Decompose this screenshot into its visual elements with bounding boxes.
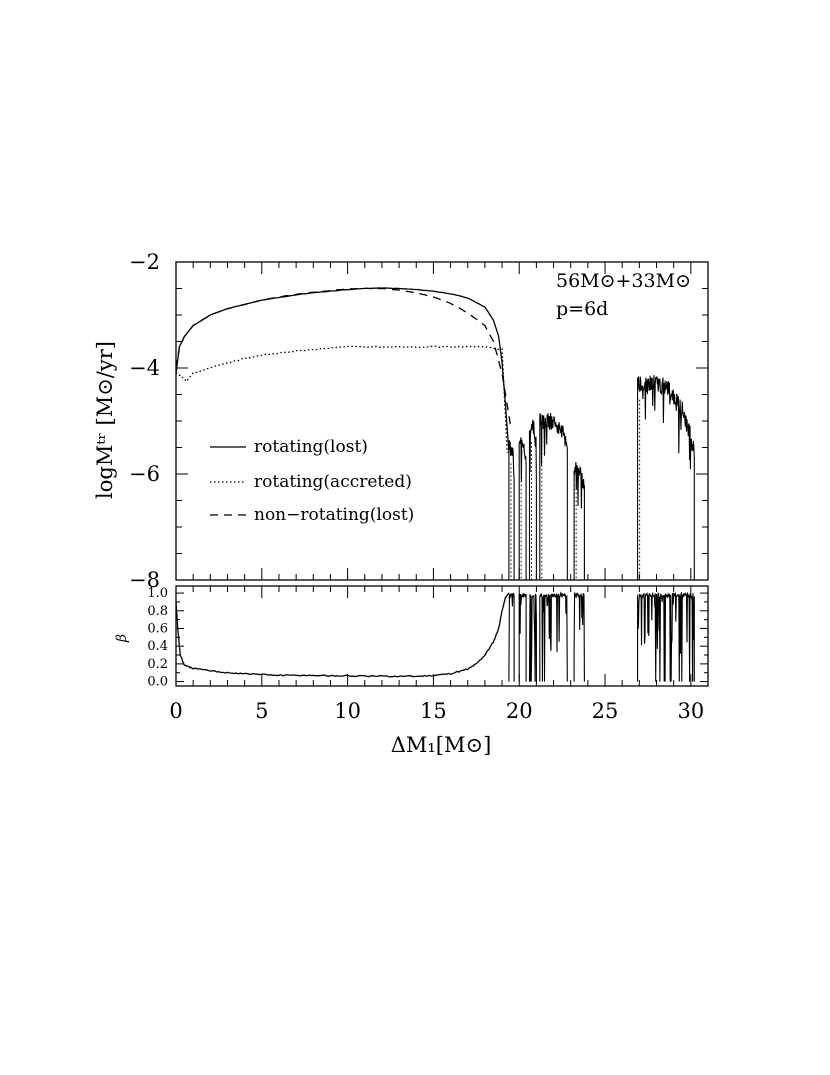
late-transfer-lost [539,412,568,580]
system-annotation: 56M⊙+33M⊙ [556,270,691,292]
bottom-y-tick-label: 0.4 [147,639,168,654]
late-beta-line [518,593,527,682]
late-beta-line [508,592,515,682]
bottom-y-tick-label: 0.6 [147,621,168,636]
top-y-tick-label: −2 [129,250,160,274]
late-transfer-lost [528,419,537,580]
x-tick-label: 15 [420,699,447,723]
late-beta-line [573,592,585,682]
x-axis-title: ΔM₁[M⊙] [391,733,492,757]
top-y-tick-label: −6 [129,462,160,486]
beta-panel: 0 5 10 15 20 25 30 0.0 0.2 0.4 0.6 0.8 1.0 [147,585,709,723]
x-tick-label: 5 [255,699,268,723]
top-y-tick-label: −4 [129,356,160,380]
beta-line [176,592,510,678]
late-transfer-lost [637,375,695,580]
mass-transfer-rate-panel: −2 −4 −6 −8 [129,250,709,592]
late-beta-line [528,593,537,682]
late-beta-line [539,591,568,682]
x-tick-label: 10 [334,699,361,723]
bottom-plot-frame [175,585,709,687]
x-tick-label: 0 [169,699,182,723]
bottom-y-tick-label: 1.0 [147,586,168,601]
top-y-tick-label: −8 [129,568,160,592]
series-line-rotating-accreted [176,345,508,454]
late-transfer-lost [573,461,585,580]
x-tick-label: 25 [592,699,619,723]
bottom-y-tick-label: 0.0 [147,675,168,690]
late-beta-line [637,591,695,682]
bottom-y-tick-label: 0.2 [147,657,168,672]
legend: rotating(lost) rotating(accreted) non−ro… [210,437,414,525]
bottom-y-axis-title: β [114,634,130,643]
top-y-axis-title: logMᵗʳ [M⊙/yr] [93,341,117,499]
series-line-non-rotating-lost [176,287,512,427]
late-transfer-lost [508,440,515,580]
x-tick-label: 30 [677,699,704,723]
legend-label-rotating-accreted: rotating(accreted) [254,472,412,492]
legend-label-non-rotating-lost: non−rotating(lost) [254,505,414,525]
period-annotation: p=6d [556,298,608,320]
legend-label-rotating-lost: rotating(lost) [254,437,368,457]
bottom-y-tick-label: 0.8 [147,604,168,619]
x-tick-label: 20 [506,699,533,723]
late-transfer-lost [518,437,527,580]
